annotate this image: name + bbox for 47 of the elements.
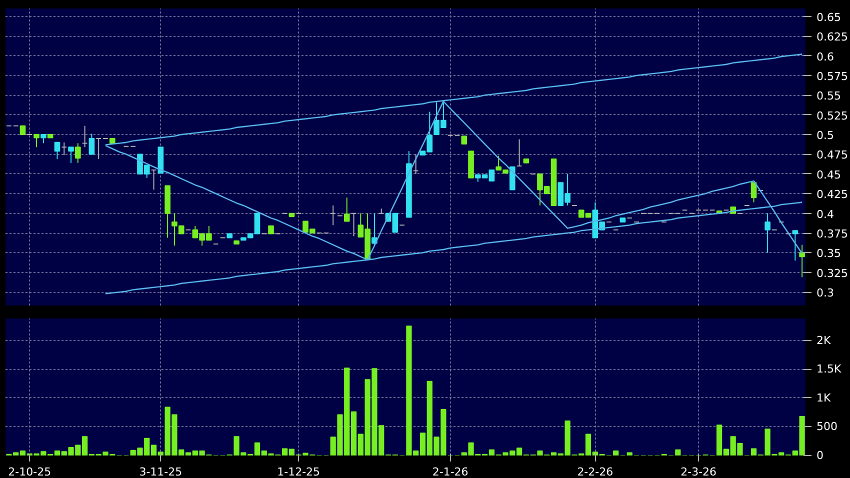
- y-tick-label: 0.5: [816, 129, 834, 142]
- candlestick: [82, 125, 88, 148]
- y-tick-label: 1K: [816, 391, 832, 404]
- candlestick: [344, 197, 350, 222]
- y-tick-label: 0.475: [816, 148, 848, 162]
- x-tick-label: 2-1-26: [432, 466, 468, 478]
- y-tick-label: 0.3: [816, 286, 834, 300]
- y-tick-label: 0: [816, 449, 824, 462]
- x-tick-label: 1-12-25: [277, 466, 320, 478]
- candlestick: [412, 154, 419, 174]
- candlestick: [764, 212, 770, 254]
- candlestick: [378, 208, 384, 214]
- y-tick-label: 0.55: [816, 90, 841, 103]
- x-tick-label: 2-3-26: [680, 466, 717, 478]
- candlestick: [150, 170, 157, 190]
- y-tick-label: 0.35: [816, 247, 841, 260]
- y-tick-label: 0.625: [816, 30, 848, 44]
- y-tick-label: 500: [816, 420, 838, 434]
- y-tick-label: 0.525: [816, 109, 848, 122]
- candlestick: [330, 204, 336, 226]
- candlestick: [88, 133, 95, 155]
- candlestick: [61, 142, 68, 156]
- candlestick: [75, 142, 81, 164]
- y-tick-label: 0.6: [816, 50, 834, 64]
- y-tick-label: 0.575: [816, 70, 848, 83]
- candlestick: [516, 138, 522, 167]
- candlestick: [799, 244, 805, 278]
- y-tick-label: 0.325: [816, 266, 848, 280]
- y-tick-label: 2K: [816, 334, 832, 347]
- candlestick: [68, 146, 74, 164]
- candlestick: [96, 138, 102, 160]
- x-tick-label: 2-2-26: [577, 466, 614, 478]
- y-tick-label: 0.45: [816, 168, 841, 182]
- x-tick-label: 2-10-25: [8, 466, 52, 478]
- candlestick: [54, 142, 60, 160]
- candlestick: [792, 230, 798, 262]
- candlestick: [750, 182, 757, 203]
- y-tick-label: 0.4: [816, 208, 834, 221]
- x-tick-label: 3-11-25: [139, 466, 182, 478]
- candlestick: [350, 212, 357, 237]
- candlestick: [509, 166, 516, 190]
- candlestick: [34, 134, 40, 148]
- y-tick-label: 0.425: [816, 188, 848, 202]
- candlestick: [372, 212, 378, 246]
- y-tick-label: 1.5K: [816, 362, 842, 376]
- y-tick-label: 0.375: [816, 228, 848, 241]
- y-tick-label: 0.65: [816, 10, 841, 24]
